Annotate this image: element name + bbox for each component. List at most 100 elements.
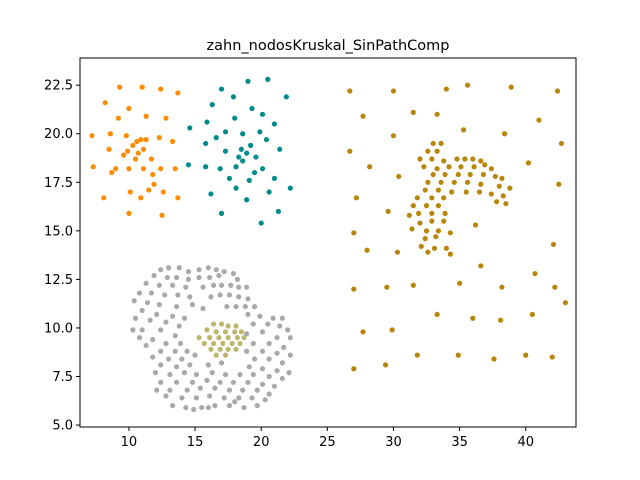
data-point [435,187,442,193]
data-point [351,286,357,292]
data-point [254,387,260,393]
data-point [409,226,415,232]
x-tick-label: 35 [451,435,468,450]
data-point [382,362,389,368]
data-point [102,100,108,106]
data-point [410,109,416,115]
data-point [158,362,164,368]
data-point [204,119,210,125]
data-point [249,395,255,401]
data-point [205,362,211,368]
data-point [156,302,162,308]
data-point [146,187,152,193]
data-point [127,189,133,195]
data-point [443,245,449,251]
data-point [464,82,471,88]
data-point [441,158,447,164]
data-point [451,179,457,185]
data-point [187,294,193,300]
data-point [525,160,531,166]
data-point [390,88,397,94]
data-point [236,284,242,290]
data-point [143,113,149,119]
data-point [455,352,461,358]
data-point [175,292,181,298]
data-point [167,387,173,393]
data-point [285,327,291,333]
data-point [140,146,147,152]
data-point [121,152,127,158]
data-point [271,175,278,182]
data-point [200,305,206,312]
data-point [187,125,193,131]
data-point [536,117,542,123]
data-point [251,303,258,310]
data-point [425,148,431,154]
data-point [259,381,266,387]
data-point [501,131,508,137]
data-point [447,251,453,257]
data-point [172,166,178,172]
data-point [410,203,416,209]
data-point [503,201,509,207]
data-point [138,136,144,143]
data-point [460,127,467,133]
data-point [435,228,442,234]
data-point [259,111,266,117]
data-point [523,352,529,358]
data-point [233,323,239,329]
data-point [164,274,170,281]
data-point [218,282,225,288]
data-point [347,148,353,154]
data-point [279,360,285,366]
data-point [390,133,397,139]
data-point [208,191,214,197]
data-point [138,195,144,201]
data-point [244,284,250,290]
data-point [151,181,157,187]
data-point [385,208,391,215]
data-point [177,340,184,347]
data-point [134,138,140,145]
data-point [244,150,250,156]
data-point [173,364,180,370]
data-point [229,340,235,347]
data-point [279,375,285,382]
data-point [478,158,484,164]
data-point [245,296,251,302]
data-point [396,173,402,180]
data-point [207,393,213,399]
data-point [218,210,225,216]
data-point [172,348,178,354]
data-point [266,340,272,347]
data-point [562,300,569,306]
data-point [271,383,278,389]
data-point [175,90,181,96]
data-point [158,166,164,172]
data-point [441,218,447,224]
data-point [283,94,289,100]
data-point [246,177,252,183]
data-point [89,133,95,139]
data-point [254,403,260,409]
data-point [237,340,243,347]
data-point [106,146,112,152]
data-point [226,387,233,393]
data-point [270,315,276,321]
data-point [236,294,242,300]
data-point [210,321,217,327]
data-point [169,282,176,288]
data-point [212,403,218,409]
data-point [492,173,498,180]
data-point [225,323,231,329]
data-point [101,195,107,201]
data-point [259,166,266,172]
data-point [232,329,238,335]
data-point [173,379,180,385]
data-point [166,265,172,271]
data-point [429,156,435,162]
data-point [191,406,197,413]
data-point [130,142,136,148]
data-point [281,344,287,350]
data-point [246,364,252,370]
